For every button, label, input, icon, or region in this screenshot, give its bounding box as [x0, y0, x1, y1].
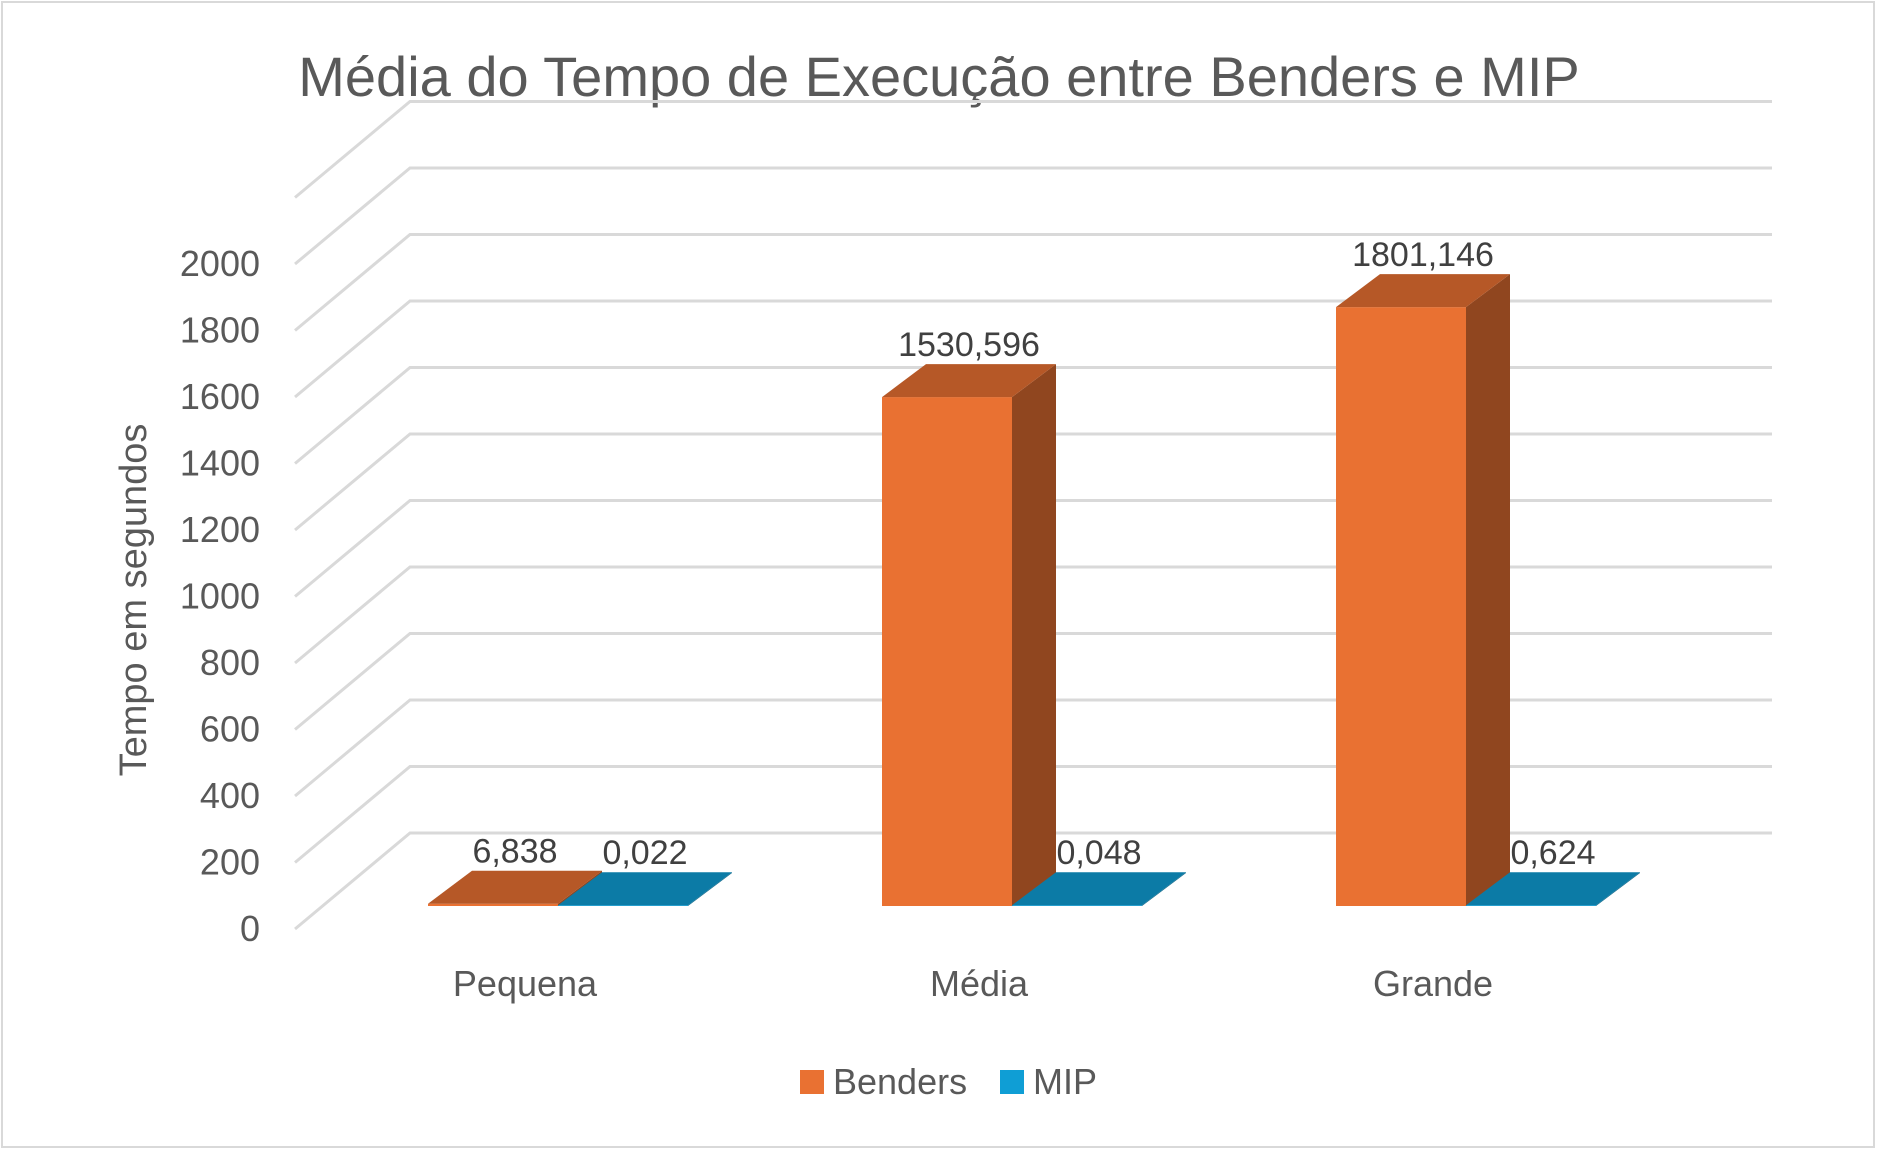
bar-benders — [1336, 274, 1510, 906]
bar-benders — [882, 364, 1056, 906]
y-tick-label: 1600 — [180, 376, 260, 417]
data-label: 6,838 — [472, 833, 557, 871]
data-label: 0,048 — [1056, 834, 1141, 872]
legend-swatch — [1000, 1070, 1024, 1094]
legend-swatch — [800, 1070, 824, 1094]
y-tick-label: 0 — [240, 908, 260, 949]
gridline — [294, 698, 1772, 798]
y-tick-label: 800 — [200, 642, 260, 683]
legend-label: Benders — [833, 1061, 967, 1102]
gridline — [294, 499, 1772, 598]
x-category-label: Pequena — [453, 963, 598, 1004]
data-label: 0,624 — [1510, 834, 1595, 872]
bars — [428, 274, 1640, 906]
gridline — [294, 831, 1772, 931]
gridline — [294, 565, 1772, 665]
legend[interactable]: Benders MIP — [800, 1061, 1097, 1102]
gridline — [294, 100, 1772, 199]
legend-item-benders[interactable]: Benders — [800, 1061, 967, 1102]
legend-label: MIP — [1033, 1061, 1097, 1102]
y-tick-label: 200 — [200, 842, 260, 883]
y-axis-title: Tempo em segundos — [113, 424, 155, 777]
legend-item-mip[interactable]: MIP — [1000, 1061, 1097, 1102]
bar-mip — [1466, 872, 1640, 906]
x-category-label: Média — [930, 963, 1029, 1004]
y-tick-label: 600 — [200, 709, 260, 750]
gridline — [294, 366, 1772, 465]
gridline — [294, 299, 1772, 399]
x-category-label: Grande — [1373, 963, 1493, 1004]
y-axis-ticks: 0 200 400 600 800 1000 1200 1400 1600 1800 2000 — [180, 243, 260, 949]
gridlines — [294, 100, 1772, 931]
y-tick-label: 400 — [200, 775, 260, 816]
data-labels: 6,838 0,022 1530,596 0,048 1801,146 0,624 — [472, 236, 1595, 872]
y-tick-label: 1000 — [180, 576, 260, 617]
bar-mip — [1012, 872, 1186, 906]
gridline — [294, 632, 1772, 731]
y-tick-label: 1200 — [180, 509, 260, 550]
y-tick-label: 1400 — [180, 443, 260, 484]
x-axis-categories: Pequena Média Grande — [453, 963, 1493, 1004]
gridline — [294, 233, 1772, 332]
chart-title: Média do Tempo de Execução entre Benders… — [298, 45, 1580, 108]
bar-mip — [558, 872, 732, 906]
data-label: 1530,596 — [898, 326, 1040, 364]
data-label: 0,022 — [602, 834, 687, 872]
gridline — [294, 166, 1772, 266]
gridline — [294, 765, 1772, 864]
gridline — [294, 432, 1772, 532]
y-tick-label: 1800 — [180, 310, 260, 351]
data-label: 1801,146 — [1352, 236, 1494, 274]
y-tick-label: 2000 — [180, 243, 260, 284]
